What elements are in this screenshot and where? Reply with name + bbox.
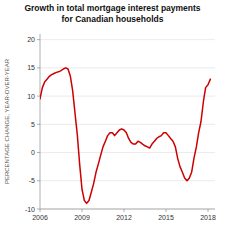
y-tick — [37, 67, 40, 68]
x-tick — [166, 209, 167, 212]
x-tick — [208, 209, 209, 212]
grid-line — [40, 209, 215, 210]
x-tick — [124, 209, 125, 212]
y-tick-label: -5 — [29, 177, 35, 184]
y-axis-label: PERCENTAGE CHANGE, YEAR-OVER-YEAR — [4, 58, 10, 184]
y-axis-line — [40, 34, 41, 209]
y-tick — [37, 180, 40, 181]
x-tick-label: 2015 — [158, 214, 174, 221]
x-tick-label: 2018 — [200, 214, 216, 221]
y-tick — [37, 209, 40, 210]
y-tick-label: 10 — [27, 93, 35, 100]
y-tick-label: 0 — [31, 149, 35, 156]
line — [40, 68, 210, 203]
y-tick-label: 5 — [31, 121, 35, 128]
grid-line — [40, 124, 215, 125]
grid-line — [40, 180, 215, 181]
x-tick-label: 2009 — [74, 214, 90, 221]
grid-line — [40, 39, 215, 40]
grid — [40, 40, 215, 209]
title: for Canadian households — [61, 14, 163, 24]
grid-line — [40, 96, 215, 97]
y-tick-label: 15 — [27, 64, 35, 71]
y-tick — [37, 152, 40, 153]
y-tick — [37, 124, 40, 125]
y-tick-label: 20 — [27, 36, 35, 43]
x-tick — [82, 209, 83, 212]
x-tick-label: 2012 — [116, 214, 132, 221]
y-tick — [37, 39, 40, 40]
x-axis-line — [40, 209, 215, 210]
grid-line — [40, 152, 215, 153]
title: Growth in total mortgage interest paymen… — [24, 3, 200, 13]
chart: Growth in total mortgage interest paymen… — [0, 0, 225, 225]
y-tick — [37, 96, 40, 97]
x-tick-label: 2006 — [32, 214, 48, 221]
plot-area — [40, 68, 210, 203]
y-tick-label: -10 — [25, 206, 35, 213]
x-tick — [40, 209, 41, 212]
